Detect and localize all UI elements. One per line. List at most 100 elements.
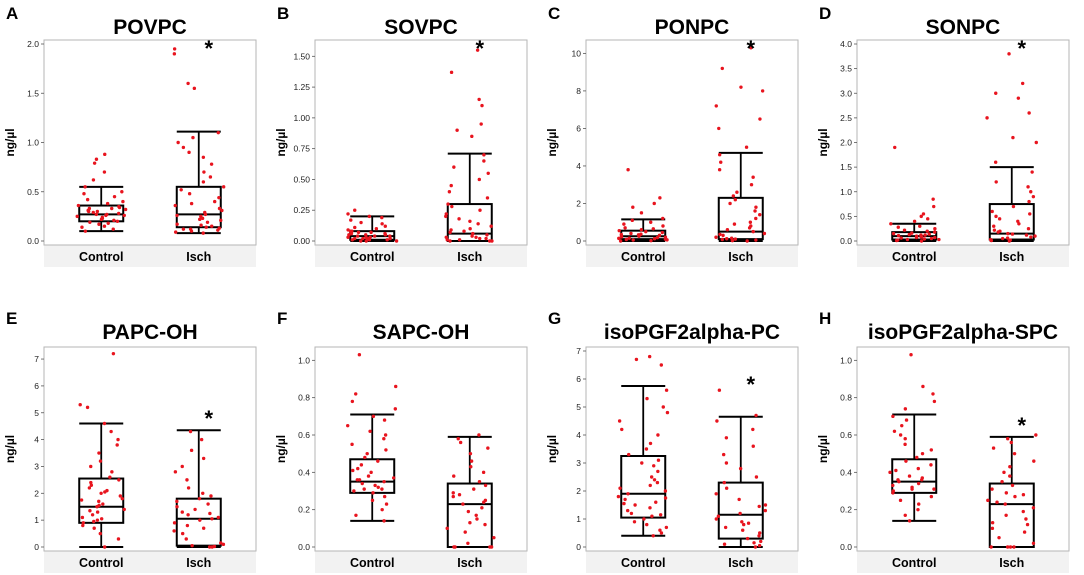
y-tick-label: 10 xyxy=(572,48,582,58)
data-point xyxy=(931,197,935,201)
data-point xyxy=(891,414,895,419)
data-point xyxy=(725,237,729,241)
data-point xyxy=(82,192,86,196)
data-point xyxy=(452,545,456,549)
data-point xyxy=(619,232,624,237)
data-point xyxy=(363,455,367,460)
data-point xyxy=(741,528,745,532)
data-point xyxy=(91,210,95,215)
data-point xyxy=(751,229,755,234)
group-control: Control xyxy=(889,145,941,264)
data-point xyxy=(639,228,644,232)
data-point xyxy=(458,440,463,445)
data-point xyxy=(220,208,224,213)
data-point xyxy=(929,448,934,452)
data-point xyxy=(991,446,996,450)
data-point xyxy=(456,437,460,441)
data-point xyxy=(717,126,721,131)
data-point xyxy=(449,183,453,188)
x-axis-band xyxy=(44,551,256,573)
data-point xyxy=(1026,226,1031,231)
data-point xyxy=(199,437,204,442)
data-point xyxy=(921,212,926,216)
data-point xyxy=(83,185,87,189)
data-point xyxy=(932,487,936,491)
data-point xyxy=(994,180,998,184)
data-point xyxy=(921,384,925,389)
y-tick-label: 0.2 xyxy=(840,505,852,515)
data-point xyxy=(212,544,217,549)
plot-frame xyxy=(585,39,799,246)
data-point xyxy=(209,162,214,166)
data-point xyxy=(346,228,350,232)
y-tick-label: 0.75 xyxy=(293,144,310,154)
data-point xyxy=(87,486,92,490)
data-point xyxy=(1000,479,1004,484)
data-point xyxy=(480,506,484,510)
y-tick-label: 6 xyxy=(576,374,581,384)
data-point xyxy=(632,520,637,524)
data-point xyxy=(655,235,660,240)
data-point xyxy=(108,475,112,479)
data-point xyxy=(714,235,718,239)
data-point xyxy=(909,353,913,357)
data-point xyxy=(754,238,758,242)
data-point xyxy=(376,485,380,489)
data-point xyxy=(929,494,934,499)
data-point xyxy=(101,502,105,506)
data-point xyxy=(352,489,356,493)
data-point xyxy=(650,514,654,518)
data-point xyxy=(180,531,185,536)
data-point xyxy=(717,388,722,392)
data-point xyxy=(97,503,101,508)
data-point xyxy=(199,223,203,227)
y-tick-label: 0.4 xyxy=(840,467,852,477)
data-point xyxy=(910,231,914,235)
data-point xyxy=(123,207,128,212)
category-label: Control xyxy=(350,250,394,264)
data-point xyxy=(484,236,488,241)
y-tick-label: 0.5 xyxy=(840,211,852,221)
panel-letter: H xyxy=(819,309,831,328)
panel-letter: D xyxy=(819,4,831,23)
significance-star: * xyxy=(1017,413,1026,438)
data-point xyxy=(353,225,357,230)
group-control: Control xyxy=(616,354,670,570)
significance-star: * xyxy=(204,36,213,61)
data-point xyxy=(904,459,908,463)
data-point xyxy=(723,525,728,530)
y-tick-label: 1 xyxy=(34,515,39,525)
data-point xyxy=(626,492,630,496)
data-point xyxy=(219,218,223,223)
data-point xyxy=(888,470,892,475)
data-point xyxy=(106,221,110,225)
data-point xyxy=(87,206,92,211)
data-point xyxy=(466,509,471,514)
significance-star: * xyxy=(1017,36,1026,61)
data-point xyxy=(185,478,189,482)
data-point xyxy=(116,537,121,541)
data-point xyxy=(919,233,923,237)
x-axis-band xyxy=(315,551,527,573)
category-label: Isch xyxy=(999,250,1024,264)
data-point xyxy=(448,239,452,243)
data-point xyxy=(447,190,452,194)
data-point xyxy=(1011,135,1015,140)
panel-title: SOVPC xyxy=(384,16,458,39)
data-point xyxy=(659,531,664,535)
data-point xyxy=(477,433,481,437)
data-point xyxy=(492,535,496,540)
data-point xyxy=(1006,231,1010,236)
y-tick-label: 0.8 xyxy=(298,393,310,403)
data-point xyxy=(116,211,121,216)
data-point xyxy=(479,122,483,126)
data-point xyxy=(189,448,194,453)
data-point xyxy=(221,542,226,547)
data-point xyxy=(179,188,183,192)
data-point xyxy=(738,511,742,516)
data-point xyxy=(468,219,472,223)
data-point xyxy=(102,170,107,174)
data-point xyxy=(393,407,398,411)
data-point xyxy=(480,103,484,108)
